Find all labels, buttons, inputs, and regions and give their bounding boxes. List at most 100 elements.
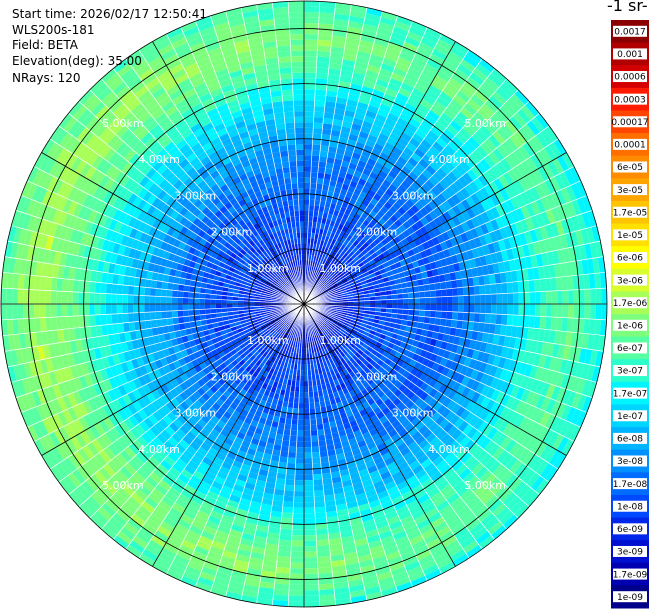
ray-bin — [465, 195, 476, 208]
ray-bin — [349, 471, 361, 480]
ray-bin — [304, 204, 310, 211]
ray-bin — [329, 51, 344, 60]
ray-bin — [439, 241, 449, 251]
ray-bin — [368, 446, 380, 455]
ray-bin — [361, 413, 371, 422]
ray-bin — [465, 367, 474, 378]
ray-bin — [575, 362, 585, 379]
ray-bin — [473, 177, 485, 190]
ray-bin — [350, 77, 364, 86]
ray-bin — [370, 300, 376, 304]
ray-bin — [328, 269, 334, 276]
ray-bin — [311, 330, 315, 336]
ray-bin — [449, 496, 464, 510]
ray-bin — [446, 228, 455, 240]
ray-bin — [316, 327, 321, 334]
ray-bin — [460, 488, 474, 501]
ray-bin — [529, 291, 536, 304]
ray-bin — [348, 324, 355, 330]
ray-bin — [528, 279, 536, 293]
ray-bin — [530, 116, 545, 133]
ray-bin — [381, 146, 393, 157]
ray-bin — [466, 249, 475, 260]
ray-bin — [392, 304, 398, 309]
ray-bin — [310, 238, 315, 245]
ray-bin — [437, 213, 448, 225]
ray-bin — [312, 457, 321, 464]
ray-bin — [331, 35, 347, 43]
ray-bin — [415, 219, 425, 229]
ray-bin — [451, 311, 459, 321]
ray-bin — [346, 167, 356, 176]
ray-bin — [313, 122, 324, 129]
ray-bin — [465, 329, 473, 340]
ray-bin — [501, 314, 508, 326]
ray-bin — [499, 324, 507, 336]
ray-bin — [420, 139, 433, 150]
ray-bin — [561, 439, 574, 456]
ray-bin — [485, 399, 496, 412]
ray-bin — [439, 178, 450, 190]
ray-bin — [419, 304, 426, 311]
ray-bin — [449, 361, 459, 372]
ray-bin — [433, 206, 443, 217]
ray-bin — [455, 406, 466, 418]
ray-bin — [324, 294, 331, 298]
ray-bin — [314, 89, 327, 96]
ray-bin — [363, 144, 374, 154]
ray-bin — [311, 272, 315, 278]
ray-bin — [440, 433, 452, 445]
ray-bin — [332, 118, 343, 127]
ray-bin — [473, 483, 488, 497]
ray-bin — [570, 332, 578, 348]
ray-bin — [435, 289, 442, 298]
ray-bin — [89, 304, 95, 316]
ray-bin — [407, 441, 419, 452]
ray-bin — [282, 501, 294, 508]
ray-bin — [503, 358, 512, 371]
ray-bin — [342, 324, 349, 329]
ray-bin — [440, 289, 448, 297]
ray-bin — [524, 292, 530, 304]
ray-bin — [116, 304, 123, 314]
ray-bin — [372, 555, 388, 565]
ray-bin — [407, 351, 415, 360]
ray-bin — [371, 48, 386, 58]
ray-bin — [314, 267, 318, 274]
ray-bin — [424, 247, 433, 257]
ray-bin — [317, 275, 323, 281]
ray-bin — [513, 148, 526, 163]
ray-bin — [325, 196, 333, 203]
ray-bin — [366, 265, 373, 272]
ray-bin — [447, 334, 455, 344]
ray-bin — [388, 77, 403, 88]
ray-bin — [329, 292, 336, 296]
ray-bin — [304, 232, 308, 238]
ray-bin — [445, 342, 453, 352]
ray-bin — [363, 484, 376, 493]
ray-bin — [362, 241, 370, 249]
ray-bin — [319, 326, 324, 332]
ray-bin — [434, 259, 443, 269]
ray-bin — [366, 104, 380, 114]
ray-bin — [447, 207, 457, 219]
ray-bin — [329, 398, 337, 406]
ray-bin — [502, 304, 508, 315]
ray-bin — [527, 327, 535, 341]
ray-bin — [318, 12, 335, 20]
ray-bin — [424, 482, 437, 494]
ray-bin — [307, 237, 311, 244]
ray-bin — [349, 244, 356, 251]
ray-bin — [364, 339, 371, 347]
ray-bin — [494, 366, 504, 380]
ray-bin — [361, 449, 372, 459]
ray-bin — [386, 442, 398, 452]
ray-bin — [384, 188, 395, 197]
ray-bin — [427, 254, 435, 264]
ray-bin — [510, 398, 521, 412]
ray-bin — [362, 226, 371, 235]
ray-bin — [514, 503, 530, 519]
ray-bin — [326, 387, 333, 395]
ray-bin — [380, 62, 395, 73]
ray-bin — [346, 500, 359, 509]
